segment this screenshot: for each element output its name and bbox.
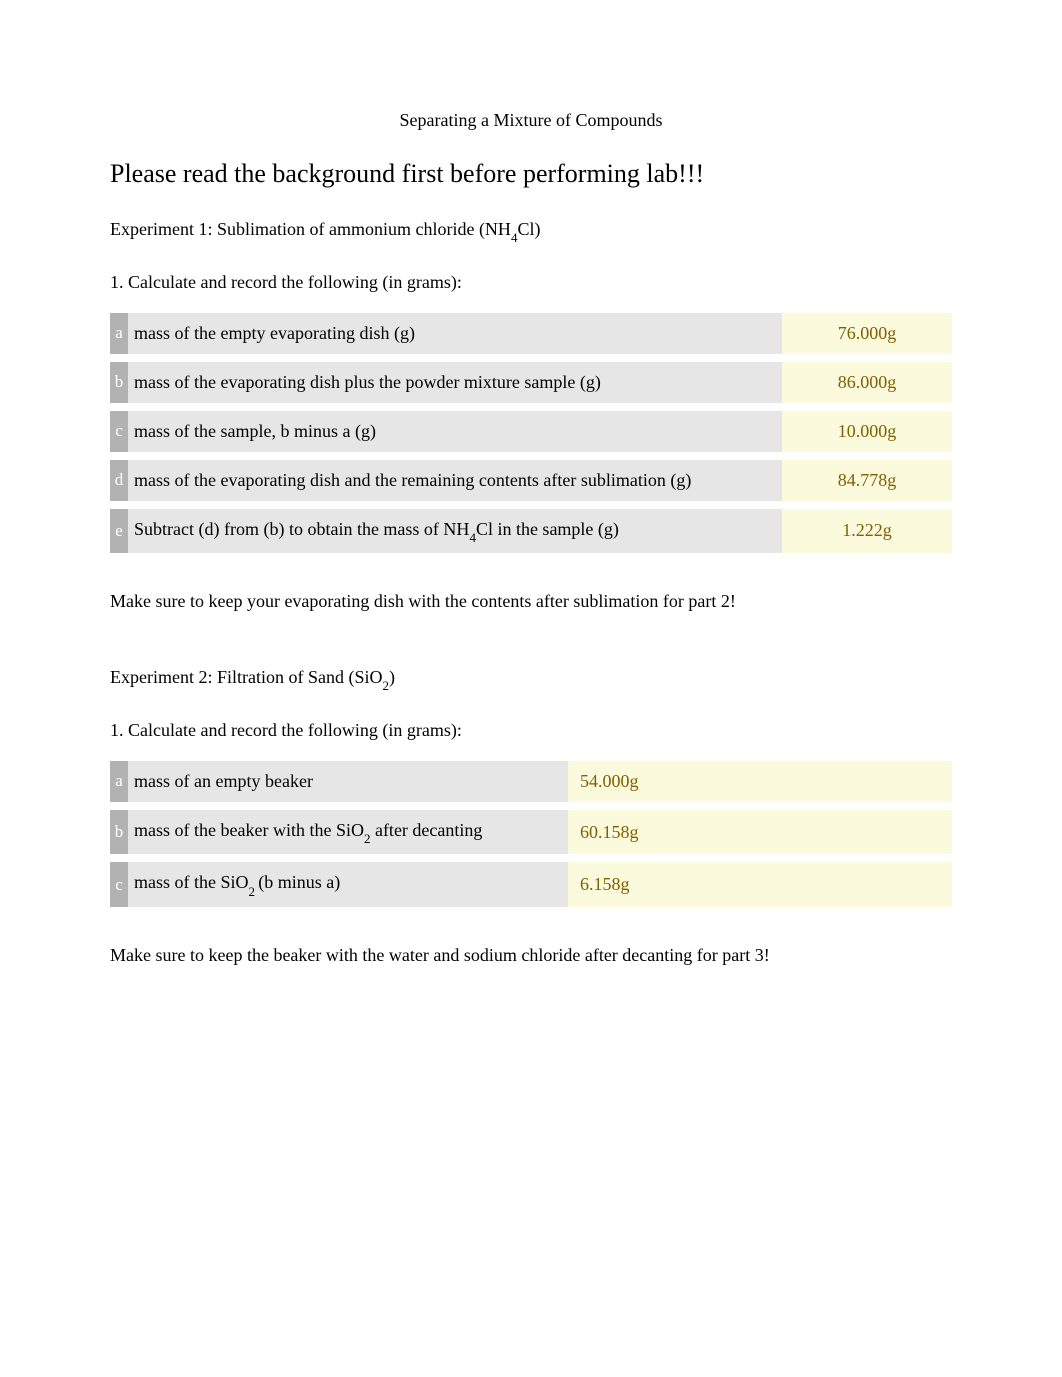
row-value: 54.000g xyxy=(568,761,952,802)
table-row: a mass of the empty evaporating dish (g)… xyxy=(110,313,952,354)
row-letter: a xyxy=(110,761,128,802)
exp2-heading-sub: 2 xyxy=(382,678,389,693)
row-label-sub: 2 xyxy=(249,884,259,899)
exp2-note: Make sure to keep the beaker with the wa… xyxy=(110,945,952,966)
row-label: Subtract (d) from (b) to obtain the mass… xyxy=(128,509,782,554)
row-value: 76.000g xyxy=(782,313,952,354)
exp1-table: a mass of the empty evaporating dish (g)… xyxy=(110,313,952,554)
exp1-note: Make sure to keep your evaporating dish … xyxy=(110,591,952,612)
exp1-heading-sub: 4 xyxy=(511,230,518,245)
row-label-suffix: after decanting xyxy=(370,820,482,840)
row-label-prefix: Subtract (d) from (b) to obtain the mass… xyxy=(134,519,469,539)
row-value: 60.158g xyxy=(568,810,952,855)
row-label-sub: 2 xyxy=(364,831,371,846)
table-row: c mass of the SiO2 (b minus a) 6.158g xyxy=(110,862,952,907)
exp1-heading-suffix: Cl) xyxy=(517,219,540,239)
warning-heading: Please read the background first before … xyxy=(110,159,952,189)
row-label: mass of an empty beaker xyxy=(128,761,568,802)
row-label: mass of the sample, b minus a (g) xyxy=(128,411,782,452)
row-label: mass of the empty evaporating dish (g) xyxy=(128,313,782,354)
exp1-heading-prefix: Experiment 1: Sublimation of ammonium ch… xyxy=(110,219,511,239)
row-label-prefix: mass of the SiO xyxy=(134,872,249,892)
row-value: 10.000g xyxy=(782,411,952,452)
row-label-suffix: Cl in the sample (g) xyxy=(476,519,619,539)
row-letter: e xyxy=(110,509,128,554)
document-title: Separating a Mixture of Compounds xyxy=(110,110,952,131)
row-value: 1.222g xyxy=(782,509,952,554)
experiment-1-heading: Experiment 1: Sublimation of ammonium ch… xyxy=(110,219,952,244)
row-label: mass of the evaporating dish and the rem… xyxy=(128,460,782,501)
row-letter: a xyxy=(110,313,128,354)
row-letter: c xyxy=(110,411,128,452)
row-label-sub: 4 xyxy=(469,530,476,545)
row-letter: c xyxy=(110,862,128,907)
row-label: mass of the beaker with the SiO2 after d… xyxy=(128,810,568,855)
table-row: c mass of the sample, b minus a (g) 10.0… xyxy=(110,411,952,452)
row-label-prefix: mass of the beaker with the SiO xyxy=(134,820,364,840)
row-letter: b xyxy=(110,810,128,855)
row-letter: b xyxy=(110,362,128,403)
row-letter: d xyxy=(110,460,128,501)
experiment-2-heading: Experiment 2: Filtration of Sand (SiO2) xyxy=(110,667,952,692)
table-row: e Subtract (d) from (b) to obtain the ma… xyxy=(110,509,952,554)
exp2-heading-suffix: ) xyxy=(389,667,395,687)
row-value: 84.778g xyxy=(782,460,952,501)
row-label-suffix: (b minus a) xyxy=(258,872,340,892)
table-row: a mass of an empty beaker 54.000g xyxy=(110,761,952,802)
table-row: b mass of the evaporating dish plus the … xyxy=(110,362,952,403)
row-value: 86.000g xyxy=(782,362,952,403)
exp2-step-1: 1. Calculate and record the following (i… xyxy=(110,720,952,741)
row-label: mass of the SiO2 (b minus a) xyxy=(128,862,568,907)
row-label: mass of the evaporating dish plus the po… xyxy=(128,362,782,403)
table-row: b mass of the beaker with the SiO2 after… xyxy=(110,810,952,855)
exp1-step-1: 1. Calculate and record the following (i… xyxy=(110,272,952,293)
exp2-table: a mass of an empty beaker 54.000g b mass… xyxy=(110,761,952,907)
row-value: 6.158g xyxy=(568,862,952,907)
table-row: d mass of the evaporating dish and the r… xyxy=(110,460,952,501)
exp2-heading-prefix: Experiment 2: Filtration of Sand (SiO xyxy=(110,667,382,687)
